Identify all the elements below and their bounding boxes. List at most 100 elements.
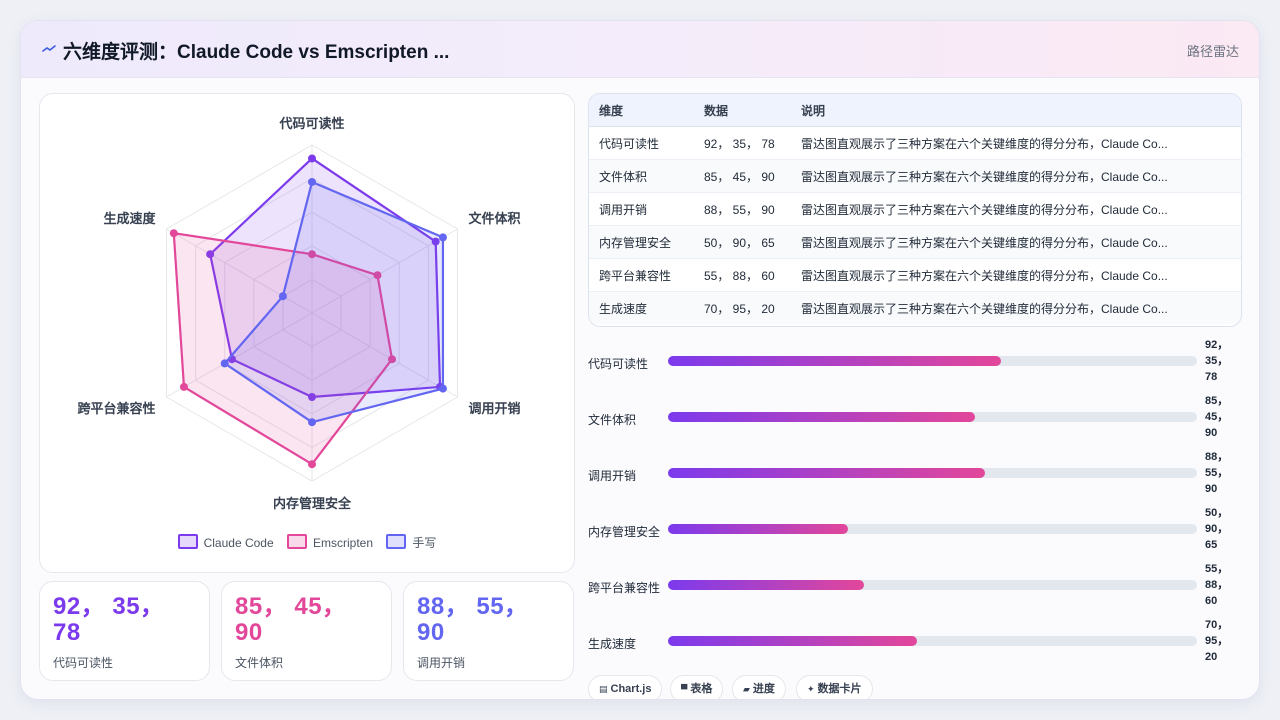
page-title: 六维度评测：Claude Code vs Emscripten ... bbox=[63, 42, 450, 63]
progress-row: 内存管理安全 50， 90， 65 bbox=[588, 505, 1248, 555]
radar-axis-label: 内存管理安全 bbox=[273, 496, 352, 511]
chip-label: 表格 bbox=[690, 683, 713, 695]
progress-label: 代码可读性 bbox=[588, 357, 649, 371]
stat-card: 88， 55， 90 调用开销 bbox=[403, 581, 574, 681]
table-row[interactable]: 跨平台兼容性 55， 88， 60 雷达图直观展示了三种方案在六个关键维度的得分… bbox=[589, 258, 1241, 292]
table-cell: 雷达图直观展示了三种方案在六个关键维度的得分分布，Claude Co... bbox=[791, 192, 1241, 226]
stat-value: 88， 55， 90 bbox=[417, 593, 529, 646]
page-subtitle: 路径雷达 bbox=[1186, 44, 1239, 59]
header: 六维度评测：Claude Code vs Emscripten ... 路径雷达 bbox=[21, 21, 1259, 78]
progress-icon: ▰ bbox=[743, 684, 750, 694]
radar-data-point bbox=[373, 271, 382, 280]
legend-swatch bbox=[386, 534, 407, 549]
progress-track bbox=[668, 524, 1197, 534]
table-icon: ▀ bbox=[681, 684, 688, 694]
spark-icon bbox=[42, 45, 56, 52]
table-cell: 雷达图直观展示了三种方案在六个关键维度的得分分布，Claude Co... bbox=[791, 258, 1241, 292]
legend-label: Claude Code bbox=[203, 536, 274, 550]
radar-spoke bbox=[166, 228, 313, 314]
radar-data-point bbox=[308, 250, 316, 259]
progress-fill bbox=[668, 524, 848, 534]
chip-table[interactable]: ▀ 表格 bbox=[670, 675, 724, 699]
progress-track bbox=[668, 636, 1197, 646]
progress-value: 70， 95， 20 bbox=[1205, 619, 1229, 663]
table-cell: 内存管理安全 bbox=[589, 225, 694, 259]
table-cell: 92， 35， 78 bbox=[694, 126, 791, 160]
radar-spoke bbox=[311, 312, 458, 398]
progress-row: 跨平台兼容性 55， 88， 60 bbox=[588, 561, 1248, 611]
table-row[interactable]: 生成速度 70， 95， 20 雷达图直观展示了三种方案在六个关键维度的得分分布… bbox=[589, 291, 1241, 324]
radar-chart-panel: 代码可读性 文件体积 调用开销 内存管理安全 跨平台兼容性 生成速度 Claude Cod… bbox=[39, 93, 575, 573]
radar-data-point bbox=[206, 250, 215, 259]
progress-track bbox=[668, 468, 1197, 478]
radar-data-point bbox=[179, 382, 188, 391]
radar-data-point bbox=[169, 229, 178, 238]
stat-value: 85， 45， 90 bbox=[235, 593, 347, 646]
column-header[interactable]: 说明 bbox=[791, 94, 1241, 127]
progress-track bbox=[668, 580, 1197, 590]
stat-card: 92， 35， 78 代码可读性 bbox=[39, 581, 210, 681]
legend-swatch bbox=[287, 534, 307, 549]
legend-item-emscripten[interactable]: Emscripten bbox=[287, 534, 373, 550]
column-header[interactable]: 维度 bbox=[589, 94, 694, 127]
progress-value: 92， 35， 78 bbox=[1205, 339, 1229, 383]
chip-label: Chart.js bbox=[610, 683, 652, 695]
table-cell: 文件体积 bbox=[589, 159, 694, 193]
progress-track bbox=[668, 356, 1197, 366]
progress-track bbox=[668, 412, 1197, 422]
legend-item-handwritten[interactable]: 手写 bbox=[386, 534, 436, 551]
radar-data-point bbox=[308, 460, 316, 469]
progress-label: 调用开销 bbox=[588, 469, 637, 483]
progress-value: 50， 90， 65 bbox=[1205, 507, 1229, 551]
progress-value: 55， 88， 60 bbox=[1205, 563, 1229, 607]
column-header[interactable]: 数据 bbox=[694, 94, 791, 127]
radar-spoke bbox=[166, 312, 313, 398]
table-row[interactable]: 文件体积 85， 45， 90 雷达图直观展示了三种方案在六个关键维度的得分分布… bbox=[589, 159, 1241, 193]
stat-value: 92， 35， 78 bbox=[53, 593, 165, 646]
radar-data-point bbox=[220, 359, 229, 368]
table-row[interactable]: 内存管理安全 50， 90， 65 雷达图直观展示了三种方案在六个关键维度的得分… bbox=[589, 225, 1241, 259]
stat-label: 调用开销 bbox=[417, 656, 466, 670]
legend-label: 手写 bbox=[412, 536, 437, 550]
dashboard-card: 六维度评测：Claude Code vs Emscripten ... 路径雷达… bbox=[20, 20, 1260, 700]
progress-value: 88， 55， 90 bbox=[1205, 451, 1229, 495]
radar-axis-label: 文件体积 bbox=[469, 211, 521, 226]
radar-data-point bbox=[431, 237, 440, 246]
chip-progress[interactable]: ▰ 进度 bbox=[732, 675, 786, 699]
progress-label: 跨平台兼容性 bbox=[588, 581, 661, 595]
radar-data-point bbox=[438, 233, 447, 242]
progress-label: 生成速度 bbox=[588, 637, 637, 651]
progress-fill bbox=[668, 412, 975, 422]
chip-data-card[interactable]: ✦ 数据卡片 bbox=[796, 675, 873, 699]
table-cell: 雷达图直观展示了三种方案在六个关键维度的得分分布，Claude Co... bbox=[791, 291, 1241, 324]
table-cell: 雷达图直观展示了三种方案在六个关键维度的得分分布，Claude Co... bbox=[791, 225, 1241, 259]
table-cell: 55， 88， 60 bbox=[694, 258, 791, 292]
radar-data-point bbox=[308, 177, 316, 186]
radar-data-point bbox=[308, 154, 316, 163]
radar-data-point bbox=[308, 418, 316, 427]
chip-chartjs[interactable]: ▤ Chart.js bbox=[588, 675, 663, 699]
table-cell: 雷达图直观展示了三种方案在六个关键维度的得分分布，Claude Co... bbox=[791, 159, 1241, 193]
table-cell: 70， 95， 20 bbox=[694, 291, 791, 324]
progress-fill bbox=[668, 580, 864, 590]
table-row[interactable]: 调用开销 88， 55， 90 雷达图直观展示了三种方案在六个关键维度的得分分布… bbox=[589, 192, 1241, 226]
sparkle-icon: ✦ bbox=[807, 684, 815, 694]
legend-label: Emscripten bbox=[313, 536, 374, 550]
radar-data-point bbox=[308, 393, 316, 401]
table-row[interactable]: 代码可读性 92， 35， 78 雷达图直观展示了三种方案在六个关键维度的得分分… bbox=[589, 126, 1241, 160]
table-cell: 50， 90， 65 bbox=[694, 225, 791, 259]
legend-swatch bbox=[177, 534, 198, 549]
table-cell: 跨平台兼容性 bbox=[589, 258, 694, 292]
stat-card: 85， 45， 90 文件体积 bbox=[221, 581, 392, 681]
progress-row: 文件体积 85， 45， 90 bbox=[588, 393, 1248, 443]
data-table-panel: 维度 数据 说明 代码可读性 92， 35， 78 雷达图直观展示了三种方案在六… bbox=[588, 93, 1242, 327]
table-cell: 代码可读性 bbox=[589, 126, 694, 160]
table-cell: 调用开销 bbox=[589, 192, 694, 226]
progress-fill bbox=[668, 468, 986, 478]
progress-fill bbox=[668, 356, 1002, 366]
legend-item-claude-code[interactable]: Claude Code bbox=[177, 534, 274, 550]
progress-label: 文件体积 bbox=[588, 413, 637, 427]
table-cell: 生成速度 bbox=[589, 291, 694, 324]
radar-axis-label: 生成速度 bbox=[103, 211, 156, 226]
